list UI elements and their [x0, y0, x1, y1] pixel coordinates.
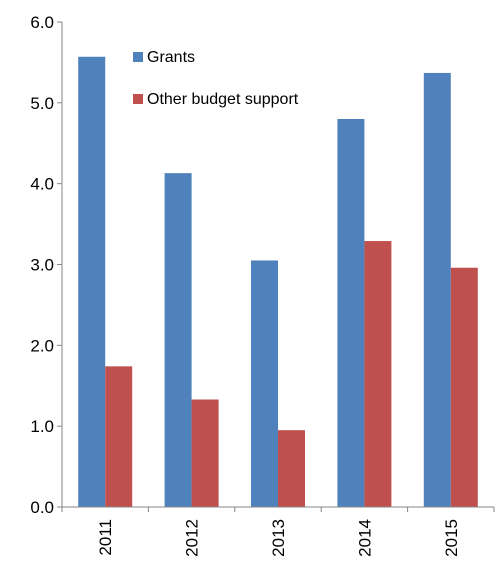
y-axis-ticks: 0.0 1.0 2.0 3.0 4.0 5.0 6.0 [30, 13, 62, 517]
x-tick-label: 2014 [355, 519, 374, 557]
legend-label: Other budget support [147, 91, 299, 108]
legend-swatch [133, 94, 143, 104]
bar-other-budget-support-2013 [278, 430, 305, 507]
legend-swatch [133, 52, 143, 62]
bar-other-budget-support-2014 [364, 241, 392, 507]
bar-grants-2014 [337, 119, 365, 507]
y-tick-label: 1.0 [30, 417, 54, 436]
bar-other-budget-support-2011 [105, 366, 133, 507]
y-tick-label: 5.0 [30, 94, 54, 113]
bar-grants-2012 [164, 173, 192, 508]
x-tick-label: 2015 [442, 519, 461, 557]
y-tick-label: 2.0 [30, 336, 54, 355]
bar-grants-2011 [78, 56, 106, 508]
x-tick-label: 2013 [269, 519, 288, 557]
x-axis-ticks: 2011 2012 2013 2014 2015 [61, 507, 495, 557]
legend: Grants Other budget support [133, 49, 299, 108]
y-tick-label: 6.0 [30, 13, 54, 32]
bars-group [78, 56, 478, 508]
bar-grants-2013 [251, 260, 278, 507]
x-tick-label: 2012 [183, 519, 202, 557]
y-tick-label: 0.0 [30, 498, 54, 517]
y-tick-label: 3.0 [30, 256, 54, 275]
bar-grants-2015 [423, 72, 451, 508]
legend-label: Grants [147, 49, 195, 66]
bar-other-budget-support-2015 [450, 267, 478, 507]
y-tick-label: 4.0 [30, 175, 54, 194]
x-tick-label: 2011 [96, 519, 115, 556]
bar-other-budget-support-2012 [191, 399, 219, 507]
